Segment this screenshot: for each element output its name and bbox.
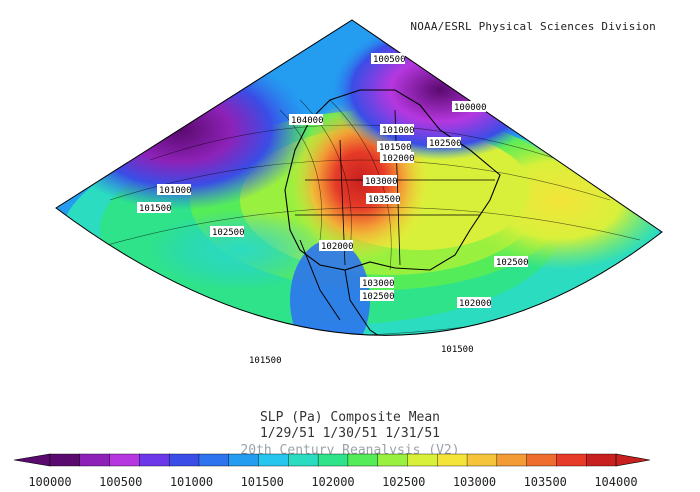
contour-label: 100500 xyxy=(373,55,406,65)
colorbar-swatch xyxy=(586,453,617,467)
colorbar-swatch xyxy=(198,453,230,467)
colorbar-tick-label: 100500 xyxy=(99,475,142,489)
contour-label: 101000 xyxy=(382,126,415,136)
colorbar-swatch xyxy=(258,453,290,467)
colorbar-swatch xyxy=(526,453,558,467)
colorbar-tick-label: 103000 xyxy=(453,475,496,489)
colorbar-swatch xyxy=(466,453,498,467)
colorbar-tick-label: 104000 xyxy=(594,475,637,489)
contour-label: 102500 xyxy=(362,292,395,302)
contour-label: 102500 xyxy=(496,258,529,268)
contour-label: 104000 xyxy=(291,116,324,126)
contour-label: 101500 xyxy=(139,204,172,214)
colorbar-tick-label: 102500 xyxy=(382,475,425,489)
colorbar-ticks: 100000 100500 101000 101500 102000 102500 1030… xyxy=(28,475,637,489)
contour-labels: 100500 100000 104000 101000 101500 10200… xyxy=(137,53,529,366)
contour-label: 103000 xyxy=(365,177,398,187)
contour-label: 102500 xyxy=(429,139,462,149)
colorbar-swatches xyxy=(13,453,651,467)
contour-label: 101500 xyxy=(249,356,282,366)
map-dates: 1/29/51 1/30/51 1/31/51 xyxy=(259,426,440,441)
map-title: SLP (Pa) Composite Mean xyxy=(259,410,440,425)
colorbar-arrow-low xyxy=(13,453,51,467)
contour-label: 101500 xyxy=(441,345,474,355)
contour-label: 103500 xyxy=(368,195,401,205)
colorbar-swatch xyxy=(79,453,111,467)
colorbar-tick-label: 101000 xyxy=(170,475,213,489)
colorbar-swatch xyxy=(407,453,438,467)
colorbar-swatch xyxy=(228,453,260,467)
colorbar-swatch xyxy=(496,453,528,467)
contour-label: 102000 xyxy=(382,154,415,164)
contour-label: 102500 xyxy=(212,228,245,238)
colorbar-swatch xyxy=(49,453,81,467)
colorbar: 100000 100500 101000 101500 102000 102500 1030… xyxy=(13,453,651,489)
colorbar-swatch xyxy=(556,453,587,467)
contour-label: 102000 xyxy=(321,242,354,252)
contour-label: 101000 xyxy=(159,186,192,196)
colorbar-swatch xyxy=(168,453,200,467)
contour-label: 100000 xyxy=(454,103,487,113)
credit-text: NOAA/ESRL Physical Sciences Division xyxy=(410,20,656,33)
colorbar-swatch xyxy=(347,453,379,467)
colorbar-swatch xyxy=(109,453,141,467)
colorbar-swatch xyxy=(317,453,349,467)
pressure-field xyxy=(56,20,662,336)
colorbar-tick-label: 101500 xyxy=(241,475,284,489)
contour-label: 101500 xyxy=(379,143,412,153)
contour-label: 102000 xyxy=(459,299,492,309)
colorbar-tick-label: 102000 xyxy=(311,475,354,489)
colorbar-swatch xyxy=(139,453,170,467)
colorbar-arrow-high xyxy=(615,453,651,467)
colorbar-swatch xyxy=(377,453,409,467)
colorbar-swatch xyxy=(288,453,319,467)
sea-level-pressure-map: 100500 100000 104000 101000 101500 10200… xyxy=(55,19,663,366)
colorbar-tick-label: 103500 xyxy=(524,475,567,489)
colorbar-swatch xyxy=(437,453,468,467)
colorbar-tick-label: 100000 xyxy=(28,475,71,489)
contour-label: 103000 xyxy=(362,279,395,289)
